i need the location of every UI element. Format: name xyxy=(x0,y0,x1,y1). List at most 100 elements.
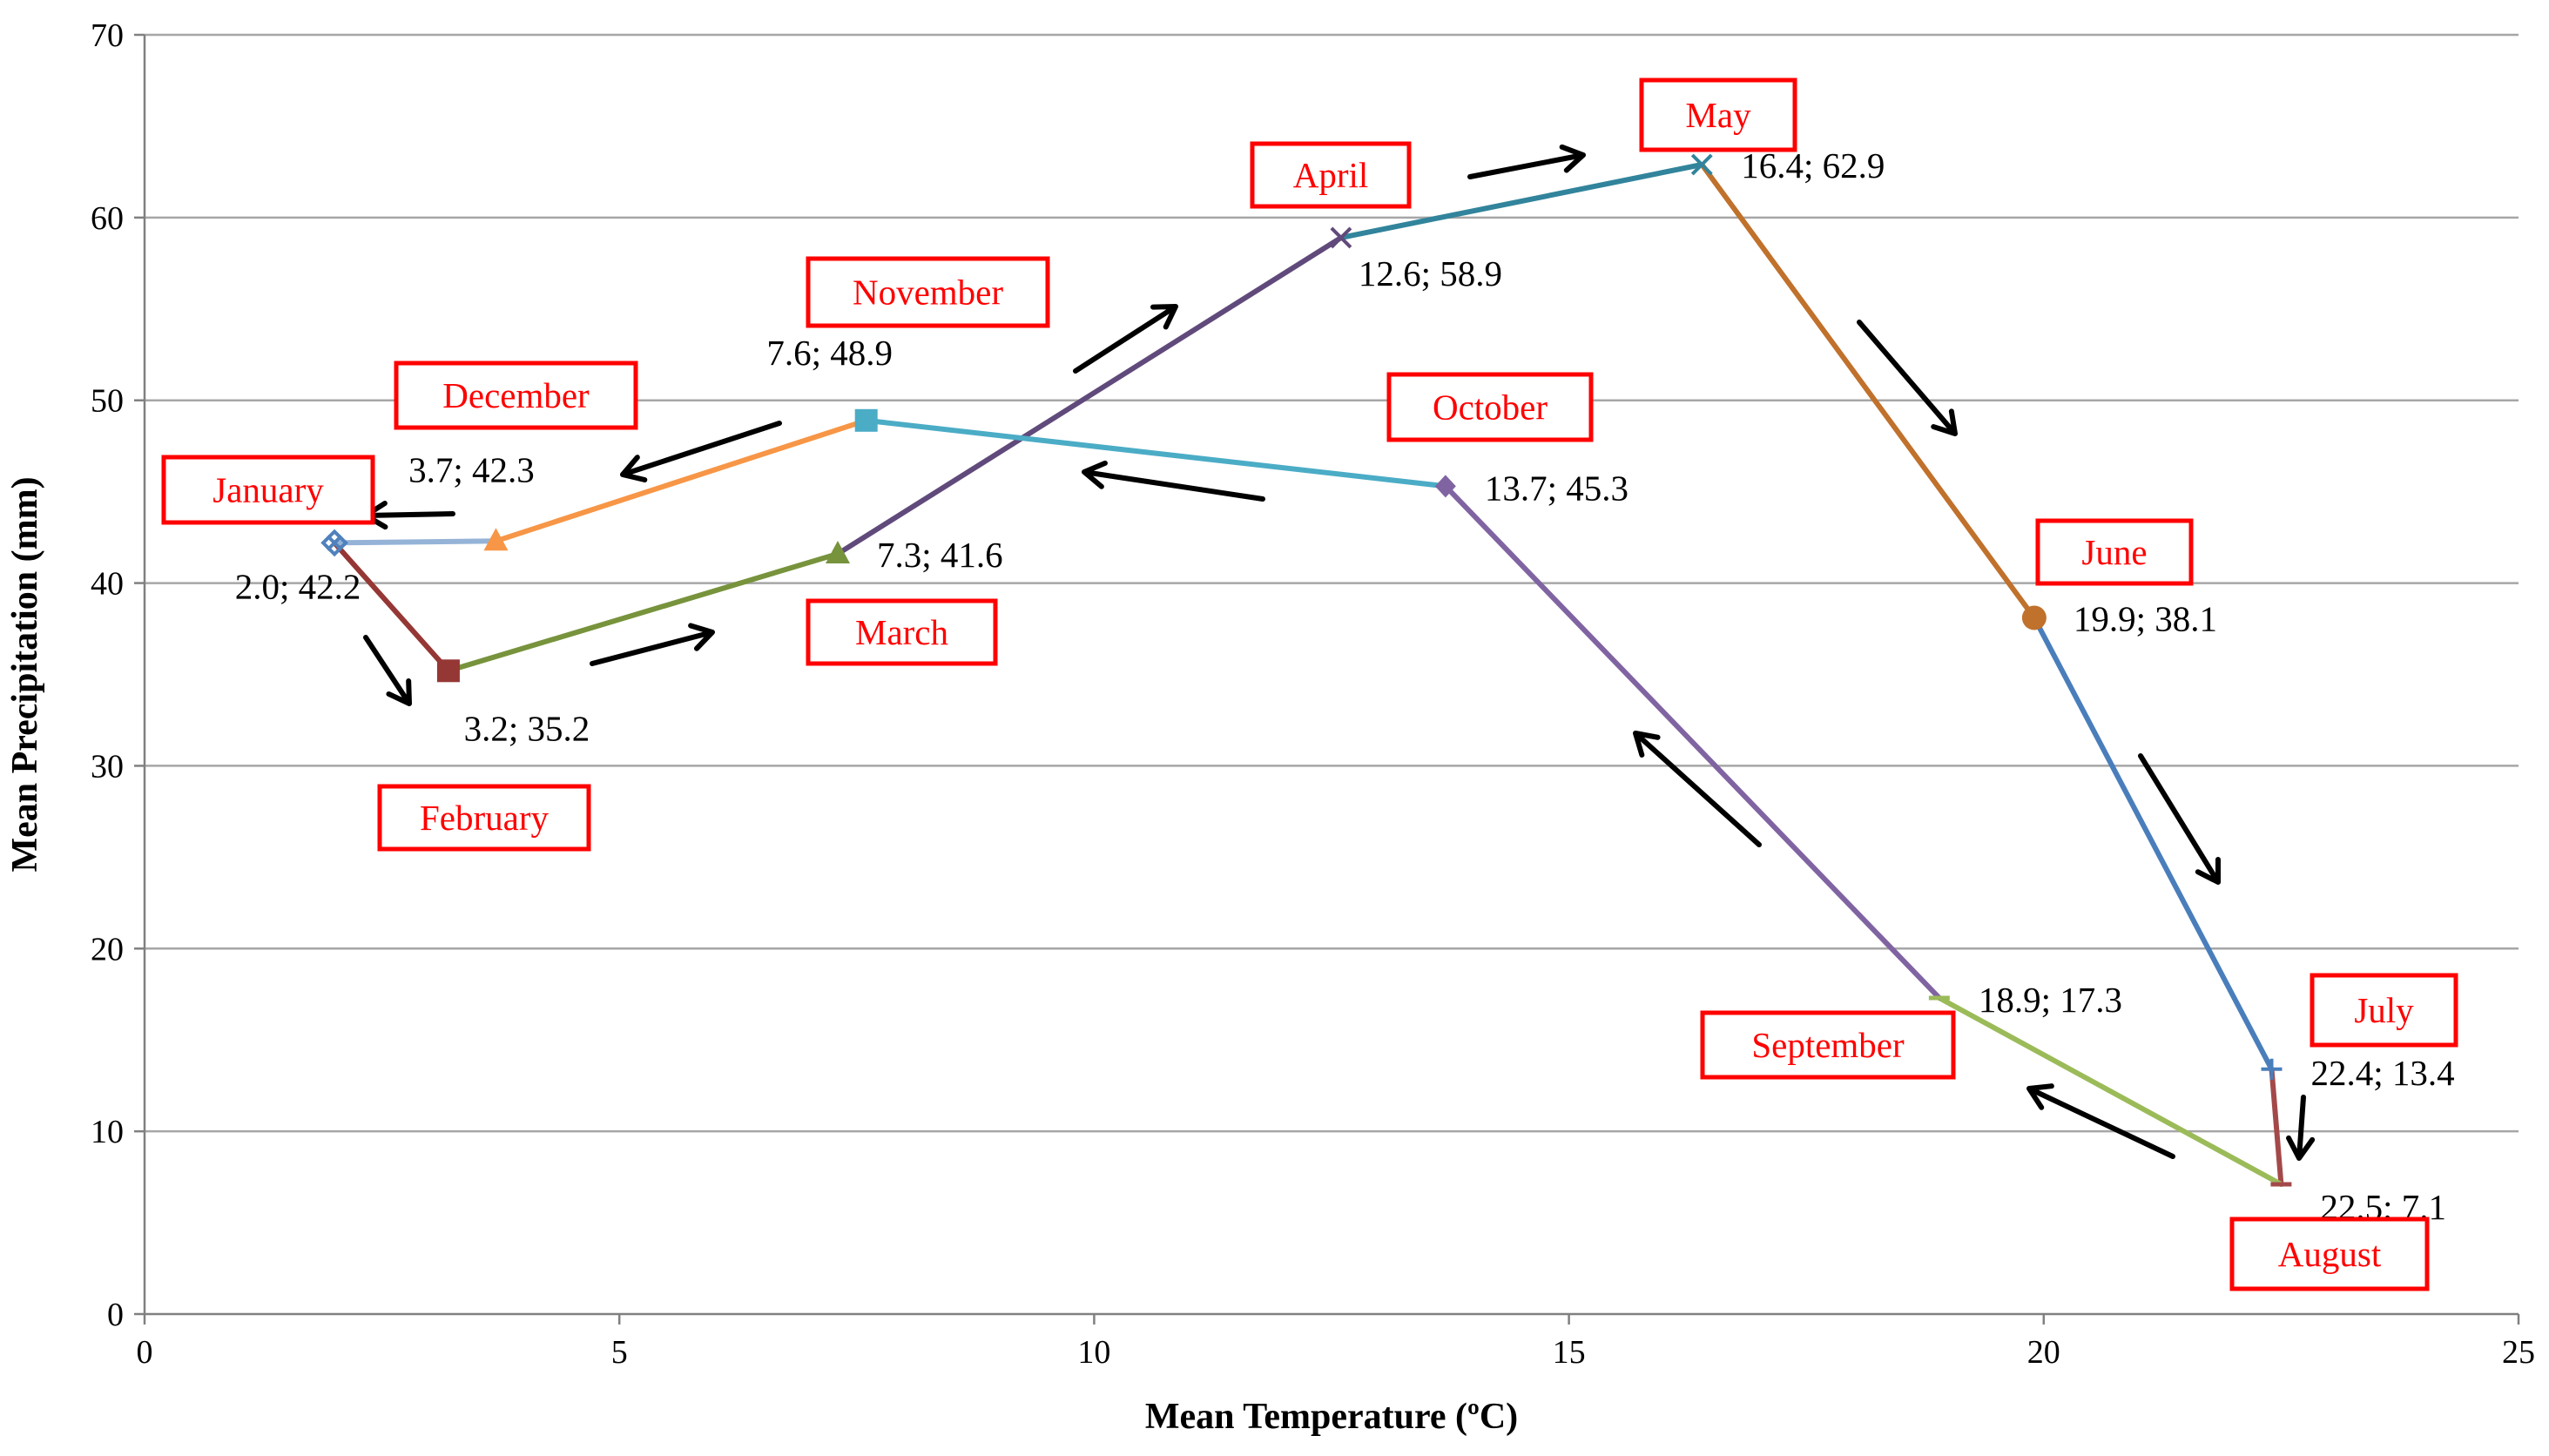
segment-march-april xyxy=(834,234,1344,556)
month-label-box xyxy=(1386,372,1594,442)
data-label-january: 2.0; 42.2 xyxy=(235,566,361,606)
direction-arrow-4 xyxy=(620,421,782,483)
month-label-box xyxy=(2035,518,2194,586)
month-label-text: October xyxy=(1433,388,1548,428)
month-label-july: July xyxy=(2310,973,2458,1048)
marker-july xyxy=(2261,1058,2283,1080)
marker-march xyxy=(825,540,850,563)
segment-october-november xyxy=(863,417,1448,489)
x-tick-label: 25 xyxy=(2502,1334,2535,1371)
direction-arrow-1 xyxy=(363,500,455,530)
month-label-text: August xyxy=(2278,1234,2382,1274)
direction-arrow-2 xyxy=(363,635,412,706)
axes: 0 10 20 30 40 50 60 70 0 5 10 15 20 25 Mean Temperatur… xyxy=(5,17,2535,1437)
y-tick-label: 30 xyxy=(91,748,124,785)
month-label-text: July xyxy=(2354,990,2414,1030)
month-label-text: June xyxy=(2081,532,2147,572)
data-label-april: 12.6; 58.9 xyxy=(1359,253,1502,293)
data-label-july: 22.4; 13.4 xyxy=(2310,1053,2454,1093)
y-axis-title: Mean Precipitation (mm) xyxy=(5,476,45,872)
direction-arrow-5 xyxy=(1073,304,1178,374)
segment-august-september xyxy=(1936,994,2284,1188)
marker-december xyxy=(483,528,509,551)
month-label-text: January xyxy=(212,470,324,510)
month-label-text: March xyxy=(855,612,948,652)
y-tick-label: 70 xyxy=(91,17,124,54)
month-label-january: January xyxy=(161,455,375,525)
y-tick-label: 0 xyxy=(107,1297,124,1333)
series-lines xyxy=(332,161,2284,1188)
month-label-february: February xyxy=(377,784,591,852)
month-label-box xyxy=(806,256,1050,328)
y-tick-label: 40 xyxy=(91,566,124,603)
month-label-box xyxy=(2229,1217,2430,1291)
month-label-december: December xyxy=(394,361,638,430)
data-label-november: 7.6; 48.9 xyxy=(766,333,893,373)
segment-december-january xyxy=(332,538,499,546)
month-label-box xyxy=(2310,973,2458,1048)
segment-january-february xyxy=(332,540,451,674)
marker-october xyxy=(1434,475,1456,498)
month-label-box xyxy=(377,784,591,852)
segment-september-october xyxy=(1442,483,1942,1001)
x-axis-title: Mean Temperature (ºC) xyxy=(1145,1397,1518,1437)
marker-january xyxy=(320,529,348,557)
x-tick-label: 20 xyxy=(2027,1334,2060,1371)
y-tick-label: 10 xyxy=(91,1114,124,1150)
y-tick-label: 20 xyxy=(91,931,124,967)
month-label-box xyxy=(1639,78,1797,152)
month-label-october: October xyxy=(1386,372,1594,442)
data-labels: 2.0; 42.2 3.2; 35.2 7.3; 41.6 12.6; 58.9 16.… xyxy=(235,145,2455,1227)
marker-february xyxy=(436,659,460,683)
month-label-text: May xyxy=(1685,95,1751,135)
month-label-box xyxy=(806,598,998,666)
y-tick-label: 60 xyxy=(91,200,124,237)
direction-arrow-11 xyxy=(2286,1095,2316,1161)
month-label-november: November xyxy=(806,256,1050,328)
month-label-text: December xyxy=(442,375,590,415)
data-label-may: 16.4; 62.9 xyxy=(1741,145,1885,185)
data-label-december: 3.7; 42.3 xyxy=(408,449,535,489)
data-label-march: 7.3; 41.6 xyxy=(877,535,1003,575)
month-label-box xyxy=(161,455,375,525)
month-label-march: March xyxy=(806,598,998,666)
segment-may-june xyxy=(1699,161,2037,621)
month-label-box xyxy=(1250,141,1412,209)
data-label-february: 3.2; 35.2 xyxy=(464,708,590,748)
month-label-box xyxy=(1700,1010,1956,1080)
month-label-text: November xyxy=(853,273,1003,313)
direction-arrow-8 xyxy=(1082,460,1265,502)
month-label-box xyxy=(394,361,638,430)
month-label-april: April xyxy=(1250,141,1412,209)
x-tick-label: 10 xyxy=(1077,1334,1110,1371)
y-tick-label: 50 xyxy=(91,383,124,420)
marker-may xyxy=(1690,153,1713,176)
data-label-october: 13.7; 45.3 xyxy=(1485,468,1629,508)
marker-april xyxy=(1330,226,1352,249)
marker-november xyxy=(854,408,878,432)
direction-arrow-10 xyxy=(2138,753,2221,885)
month-label-may: May xyxy=(1639,78,1797,152)
direction-arrow-3 xyxy=(590,623,715,666)
direction-arrow-12 xyxy=(2026,1083,2175,1159)
month-label-june: June xyxy=(2035,518,2194,586)
series-markers xyxy=(320,153,2292,1187)
x-tick-label: 0 xyxy=(137,1334,153,1371)
segment-july-august xyxy=(2269,1066,2284,1188)
x-tick-label: 5 xyxy=(611,1334,628,1371)
month-label-august: August xyxy=(2229,1217,2430,1291)
marker-june xyxy=(2021,605,2047,630)
segment-november-december xyxy=(493,417,869,544)
segment-february-march xyxy=(445,550,840,674)
segment-april-may xyxy=(1338,161,1705,240)
data-label-september: 18.9; 17.3 xyxy=(1979,980,2122,1020)
data-label-june: 19.9; 38.1 xyxy=(2074,598,2217,638)
segment-june-july xyxy=(2031,615,2275,1072)
direction-arrow-9 xyxy=(1633,731,1762,847)
direction-arrow-6 xyxy=(1467,144,1586,179)
month-label-text: April xyxy=(1293,155,1369,195)
month-label-september: September xyxy=(1700,1010,1956,1080)
month-label-text: February xyxy=(420,798,550,838)
month-label-text: September xyxy=(1751,1025,1905,1065)
